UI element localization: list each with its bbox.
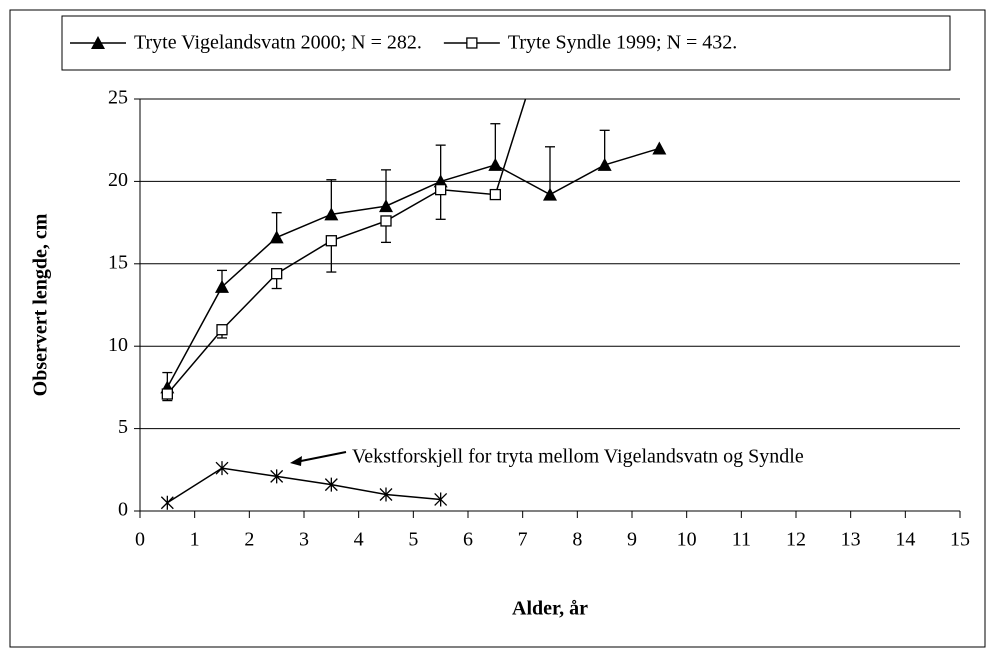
- y-tick-label: 15: [108, 251, 128, 273]
- x-tick-label: 9: [627, 529, 637, 551]
- marker-square: [380, 215, 392, 227]
- marker-triangle: [91, 36, 105, 49]
- x-tick-label: 15: [950, 529, 970, 551]
- marker-square: [466, 37, 478, 49]
- marker-triangle: [488, 157, 503, 171]
- marker-square: [161, 388, 173, 400]
- marker-triangle: [543, 187, 557, 201]
- x-tick-label: 1: [190, 529, 200, 551]
- annotation-arrowhead: [290, 456, 302, 466]
- legend-box: [61, 15, 951, 71]
- series-line: [166, 467, 441, 504]
- marker-square: [271, 268, 283, 280]
- marker-triangle: [652, 141, 667, 155]
- x-tick-label: 2: [244, 529, 254, 551]
- x-tick-label: 5: [408, 529, 418, 551]
- x-tick-label: 12: [786, 529, 806, 551]
- y-axis-label: Observert lengde, cm: [30, 213, 52, 396]
- x-tick-label: 8: [572, 529, 582, 551]
- marker-square: [325, 235, 337, 247]
- marker-star: [270, 469, 284, 484]
- marker-star: [160, 495, 174, 510]
- series-line: [166, 99, 527, 395]
- annotation-arrow: [295, 451, 347, 463]
- series-line: [166, 147, 660, 388]
- marker-triangle: [215, 279, 229, 293]
- error-bar: [545, 146, 555, 195]
- y-tick-label: 20: [108, 169, 128, 191]
- legend: Tryte Vigelandsvatn 2000; N = 282. Tryte …: [70, 32, 737, 54]
- marker-triangle: [269, 230, 284, 244]
- y-tick-label: 10: [108, 334, 128, 356]
- legend-label: Tryte Vigelandsvatn 2000; N = 282.: [134, 32, 422, 54]
- marker-star: [434, 492, 448, 507]
- x-tick-label: 10: [677, 529, 697, 551]
- legend-label: Tryte Syndle 1999; N = 432.: [508, 32, 737, 54]
- x-tick-label: 3: [299, 529, 309, 551]
- x-tick-label: 4: [354, 529, 364, 551]
- x-tick-label: 0: [135, 529, 145, 551]
- marker-square: [216, 324, 228, 336]
- x-tick-label: 7: [518, 529, 528, 551]
- x-tick-label: 11: [732, 529, 751, 551]
- marker-star: [215, 461, 229, 476]
- plot-area: [160, 99, 667, 510]
- x-tick-label: 6: [463, 529, 473, 551]
- marker-triangle: [324, 207, 339, 221]
- marker-star: [379, 487, 393, 502]
- marker-triangle: [597, 157, 612, 171]
- x-tick-label: 14: [895, 529, 915, 551]
- marker-square: [489, 188, 501, 201]
- x-tick-label: 13: [841, 529, 861, 551]
- marker-triangle: [379, 199, 393, 213]
- y-tick-label: 25: [108, 87, 128, 109]
- chart-frame: [9, 9, 986, 648]
- marker-star: [324, 477, 338, 492]
- x-axis-label: Alder, år: [512, 598, 588, 620]
- y-tick-label: 5: [118, 416, 128, 438]
- y-tick-label: 0: [118, 499, 128, 521]
- marker-square: [435, 183, 447, 196]
- annotation: Vekstforskjell for tryta mellom Vigeland…: [352, 446, 804, 468]
